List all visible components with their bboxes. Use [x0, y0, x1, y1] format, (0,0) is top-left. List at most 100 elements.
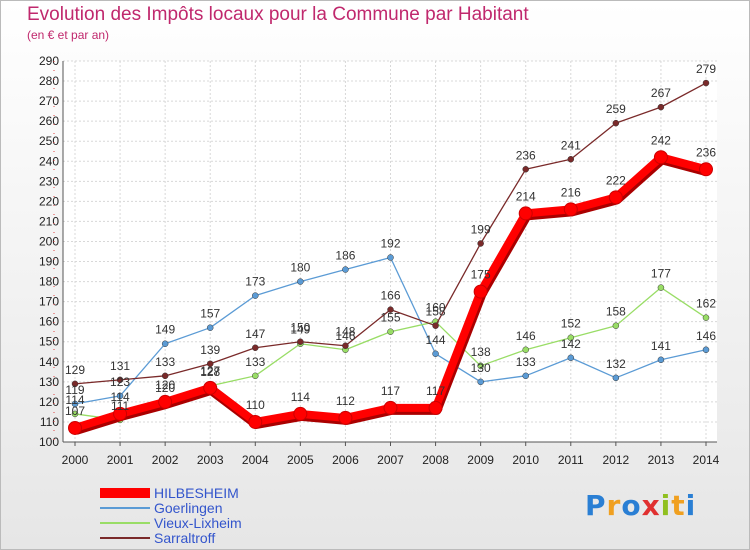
data-point [657, 103, 665, 111]
data-label: 148 [335, 325, 355, 339]
x-tick-label: 2009 [467, 453, 494, 467]
proxiti-logo: Proxiti [585, 489, 697, 522]
data-point [702, 314, 710, 321]
data-point [518, 206, 533, 221]
x-tick-label: 2014 [693, 453, 720, 467]
data-label: 279 [696, 62, 716, 76]
data-label: 111 [111, 399, 130, 413]
y-tick-label: 170 [39, 295, 59, 309]
data-label: 166 [380, 289, 400, 303]
legend-entry: HILBESHEIM [154, 485, 239, 501]
data-point [252, 292, 259, 299]
x-tick-label: 2002 [152, 453, 179, 467]
x-tick-label: 2012 [603, 453, 630, 467]
data-label: 199 [471, 222, 491, 236]
x-tick-label: 2004 [242, 453, 269, 467]
data-point [342, 266, 349, 273]
y-tick-label: 150 [39, 335, 59, 349]
data-label: 214 [516, 189, 536, 203]
data-label: 110 [246, 398, 265, 412]
data-label: 267 [651, 86, 671, 100]
data-label: 259 [606, 102, 626, 116]
data-point [248, 414, 263, 429]
data-label: 127 [200, 364, 220, 378]
data-point [657, 356, 665, 364]
chart-title: Evolution des Impôts locaux pour la Comm… [27, 4, 529, 25]
y-tick-label: 240 [39, 154, 59, 168]
data-label: 177 [651, 267, 671, 281]
y-tick-label: 120 [39, 395, 59, 409]
data-label: 120 [155, 381, 175, 395]
data-label: 114 [65, 393, 84, 407]
data-label: 160 [426, 301, 446, 315]
data-point [387, 254, 394, 261]
x-tick-label: 2010 [512, 453, 539, 467]
data-label: 128 [200, 365, 220, 379]
y-tick-label: 220 [39, 194, 59, 208]
y-tick-label: 140 [39, 355, 59, 369]
data-label: 175 [471, 268, 491, 282]
data-label: 180 [290, 261, 310, 275]
data-point [477, 240, 484, 247]
data-point [116, 376, 124, 384]
data-label: 114 [111, 390, 130, 404]
data-label: 131 [110, 359, 130, 373]
data-label: 119 [65, 383, 84, 397]
data-point [657, 284, 665, 291]
data-label: 138 [471, 345, 491, 359]
y-tick-label: 270 [39, 94, 59, 108]
x-tick-label: 2007 [377, 453, 404, 467]
data-label: 158 [606, 305, 626, 319]
y-tick-label: 210 [39, 214, 59, 228]
data-label: 146 [696, 329, 716, 343]
data-label: 117 [381, 384, 400, 398]
data-label: 141 [651, 339, 671, 353]
data-point [71, 400, 79, 408]
data-label: 133 [155, 355, 175, 369]
data-point [432, 322, 439, 329]
data-label: 139 [200, 343, 220, 357]
data-point [612, 322, 620, 329]
data-label: 142 [561, 337, 581, 351]
legend-entry: Sarraltroff [154, 530, 215, 546]
x-tick-label: 2011 [558, 453, 584, 467]
y-tick-label: 260 [39, 114, 59, 128]
data-point [252, 344, 259, 352]
y-tick-label: 200 [39, 234, 59, 248]
data-point [567, 354, 575, 362]
data-point [161, 340, 169, 347]
data-label: 146 [335, 329, 355, 343]
data-label: 133 [245, 355, 265, 369]
x-tick-label: 2001 [107, 453, 134, 467]
data-label: 236 [696, 145, 716, 159]
data-point [563, 202, 578, 217]
data-label: 222 [606, 173, 626, 187]
data-label: 129 [65, 363, 85, 377]
data-label: 162 [696, 297, 716, 311]
y-tick-label: 130 [39, 375, 59, 389]
data-point [477, 378, 484, 386]
data-point [297, 278, 304, 285]
y-tick-label: 290 [39, 54, 59, 68]
data-label: 133 [516, 355, 536, 369]
data-point [116, 392, 124, 400]
x-tick-label: 2006 [332, 453, 359, 467]
data-label: 120 [155, 378, 175, 392]
data-label: 173 [245, 275, 265, 289]
y-tick-label: 110 [40, 415, 59, 429]
data-point [608, 190, 623, 205]
data-point [702, 346, 710, 354]
data-point [522, 372, 529, 380]
data-label: 117 [426, 384, 445, 398]
data-point [432, 350, 439, 358]
data-label: 107 [65, 404, 85, 418]
y-tick-label: 250 [39, 134, 59, 148]
y-tick-label: 160 [39, 315, 59, 329]
data-point [161, 372, 169, 380]
data-label: 132 [606, 357, 626, 371]
data-point [522, 166, 529, 173]
y-tick-label: 280 [39, 74, 59, 88]
data-label: 146 [516, 329, 536, 343]
data-point [428, 400, 443, 415]
